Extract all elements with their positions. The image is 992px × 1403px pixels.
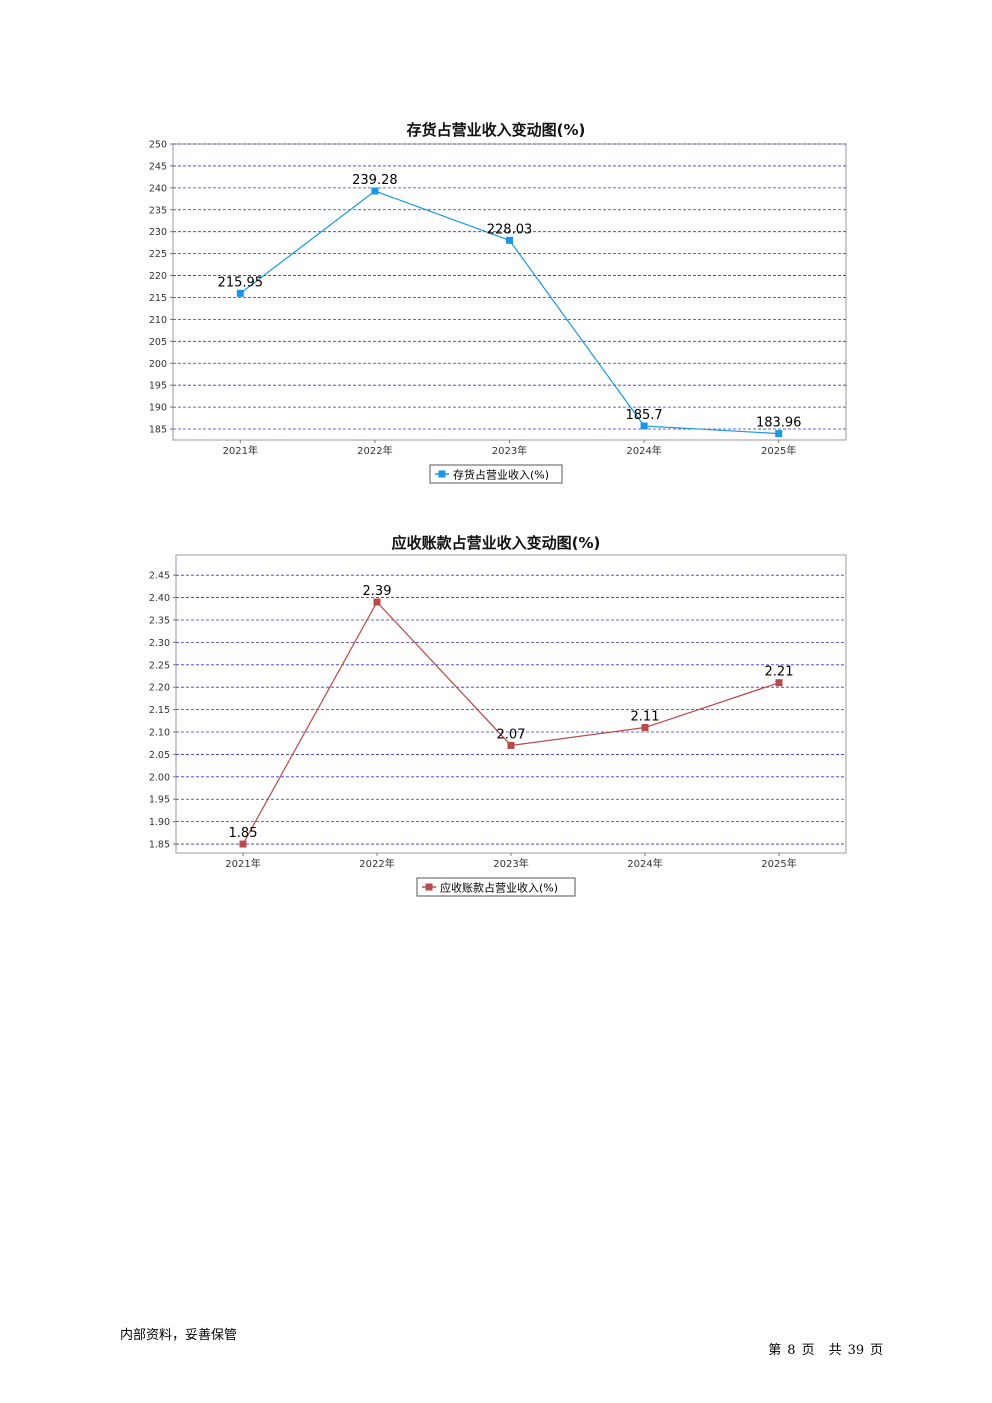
y-tick-label: 205	[149, 337, 167, 348]
page-suffix: 页	[801, 1343, 815, 1358]
footer-confidential-note: 内部资料，妥善保管	[120, 1328, 238, 1343]
data-point	[506, 236, 513, 244]
data-point	[236, 289, 244, 297]
y-tick-label: 2.25	[149, 660, 170, 671]
data-label: 2.21	[765, 665, 794, 680]
y-tick-label: 235	[149, 205, 167, 216]
y-tick-label: 2.15	[149, 705, 170, 716]
data-point	[371, 187, 379, 195]
data-label: 2.07	[497, 727, 526, 742]
page-prefix: 第	[768, 1343, 782, 1358]
legend-label: 应收账款占营业收入(%)	[440, 881, 558, 895]
data-label: 185.7	[625, 408, 662, 423]
y-tick-label: 215	[149, 293, 167, 304]
data-point	[239, 840, 247, 848]
data-point	[507, 741, 515, 749]
x-tick-label: 2022年	[357, 444, 392, 457]
footer-page-indicator: 第 8 页共 39 页	[760, 1324, 889, 1358]
x-tick-label: 2025年	[761, 444, 796, 457]
y-tick-label: 190	[149, 403, 167, 414]
y-tick-label: 245	[149, 161, 167, 172]
page-number: 8	[787, 1343, 796, 1358]
x-tick-label: 2021年	[225, 857, 260, 870]
y-tick-label: 2.05	[149, 750, 170, 761]
x-tick-label: 2025年	[761, 857, 796, 870]
y-tick-label: 240	[149, 183, 167, 194]
y-tick-label: 185	[149, 425, 167, 436]
data-label: 239.28	[352, 173, 398, 188]
data-label: 228.03	[487, 222, 533, 237]
y-tick-label: 210	[149, 315, 167, 326]
chart-2-title: 应收账款占营业收入变动图(%)	[391, 534, 601, 552]
x-tick-label: 2023年	[492, 444, 527, 457]
data-label: 2.11	[631, 710, 660, 725]
data-label: 1.85	[229, 826, 258, 841]
legend-box	[429, 464, 563, 484]
y-tick-label: 2.10	[149, 728, 170, 739]
data-label: 2.39	[363, 584, 392, 599]
legend-marker	[425, 883, 433, 891]
x-tick-label: 2021年	[223, 444, 258, 457]
x-tick-label: 2023年	[493, 857, 528, 870]
data-point	[775, 679, 783, 687]
y-tick-label: 225	[149, 249, 167, 260]
data-point	[641, 724, 649, 732]
data-label: 215.95	[218, 275, 264, 290]
x-tick-label: 2024年	[626, 444, 661, 457]
legend-marker	[438, 470, 446, 478]
data-label: 183.96	[756, 416, 802, 431]
chart-1-inventory-ratio: 185 190 195 200 205 210 215 220 225 230 235 240 245 2…	[149, 140, 847, 484]
data-point	[373, 598, 381, 606]
y-tick-label: 2.00	[149, 772, 170, 783]
y-tick-label: 1.85	[149, 840, 170, 851]
y-tick-label: 2.20	[149, 683, 170, 694]
data-point	[775, 430, 783, 438]
y-tick-label: 250	[149, 140, 167, 151]
y-tick-label: 2.40	[149, 593, 170, 604]
chart-2-receivables-ratio: 1.85 1.90 1.95 2.00 2.05 2.10 2.15 2.20 2.25 2.30…	[149, 554, 847, 897]
plot-area	[172, 143, 847, 441]
legend-box	[416, 877, 576, 897]
y-tick-label: 2.30	[149, 638, 170, 649]
total-pages: 39	[847, 1343, 865, 1358]
y-tick-label: 1.95	[149, 795, 170, 806]
legend-label: 存货占营业收入(%)	[453, 468, 549, 482]
data-point	[640, 422, 648, 430]
chart-1-title: 存货占营业收入变动图(%)	[406, 121, 586, 139]
y-tick-label: 195	[149, 381, 167, 392]
y-tick-label: 1.90	[149, 817, 170, 828]
y-tick-label: 200	[149, 359, 167, 370]
plot-area	[175, 554, 847, 854]
total-suffix: 页	[870, 1343, 884, 1358]
x-tick-label: 2024年	[627, 857, 662, 870]
y-tick-label: 230	[149, 227, 167, 238]
total-prefix: 共	[828, 1343, 842, 1358]
x-tick-label: 2022年	[359, 857, 394, 870]
y-tick-label: 220	[149, 271, 167, 282]
y-tick-label: 2.35	[149, 615, 170, 626]
y-tick-label: 2.45	[149, 571, 170, 582]
